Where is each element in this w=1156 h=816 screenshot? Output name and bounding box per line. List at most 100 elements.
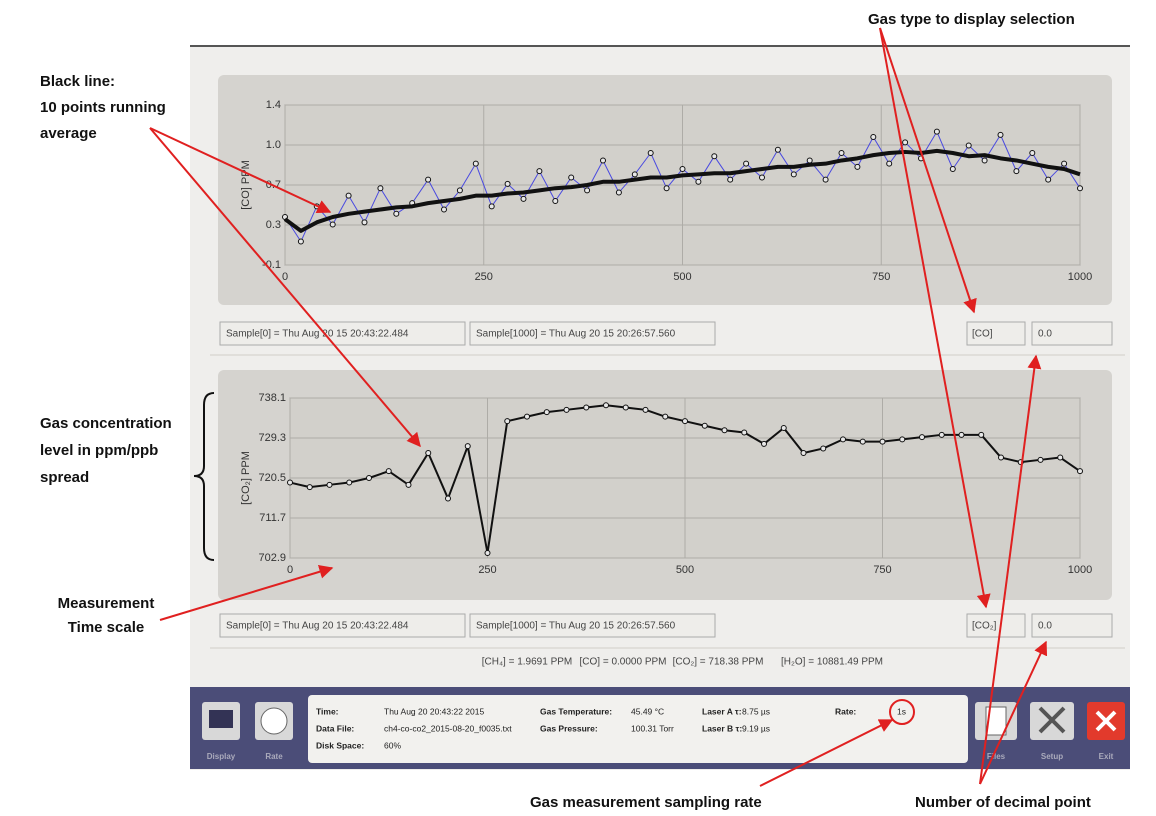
data-point (939, 432, 944, 437)
data-point (485, 551, 490, 556)
data-point (457, 188, 462, 193)
info-value: Thu Aug 20 20:43:22 2015 (384, 706, 484, 716)
data-point (821, 446, 826, 451)
annotation: Number of decimal point (915, 794, 1091, 811)
data-point (632, 172, 637, 177)
y-tick-label: 0.3 (266, 219, 281, 231)
data-point (999, 455, 1004, 460)
data-point (683, 419, 688, 424)
rate-icon (261, 708, 287, 734)
data-point (623, 405, 628, 410)
data-point (762, 441, 767, 446)
decimal-select-value[interactable]: 0.0 (1038, 621, 1052, 632)
data-point (722, 428, 727, 433)
data-point (1030, 151, 1035, 156)
data-point (601, 158, 606, 163)
sample-start: Sample[0] = Thu Aug 20 15 20:43:22.484 (226, 329, 409, 340)
x-tick-label: 250 (475, 271, 493, 283)
data-point (920, 435, 925, 440)
screenshot: 1.41.00.70.3-0.102505007501000[CO] PPM73… (0, 0, 1156, 816)
y-axis-label: [CO₂] PPM (240, 451, 252, 505)
annotation: level in ppm/ppb (40, 442, 158, 459)
data-point (521, 196, 526, 201)
data-point (564, 407, 569, 412)
status: [CO] = 0.0000 PPM (580, 657, 667, 668)
data-point (585, 188, 590, 193)
data-point (1058, 455, 1063, 460)
status: [CH₄] = 1.9691 PPM (482, 657, 573, 668)
data-point (307, 485, 312, 490)
data-point (998, 132, 1003, 137)
annotation: spread (40, 469, 89, 486)
button-label[interactable]: Setup (1041, 752, 1063, 761)
data-point (1038, 457, 1043, 462)
data-point (298, 239, 303, 244)
data-point (823, 177, 828, 182)
gas-select-value[interactable]: [CO] (972, 329, 993, 340)
data-point (696, 179, 701, 184)
y-tick-label: 702.9 (258, 552, 286, 564)
data-point (1078, 186, 1083, 191)
data-point (966, 143, 971, 148)
data-point (362, 220, 367, 225)
data-point (841, 437, 846, 442)
data-point (537, 169, 542, 174)
info-value: 100.31 Torr (631, 723, 674, 733)
sample-end: Sample[1000] = Thu Aug 20 15 20:26:57.56… (476, 621, 676, 632)
gas-select-value[interactable]: [CO₂] (972, 621, 997, 632)
data-point (426, 177, 431, 182)
y-tick-label: 1.4 (266, 99, 281, 111)
data-point (378, 186, 383, 191)
x-tick-label: 0 (287, 564, 293, 576)
button-label[interactable]: Rate (265, 752, 283, 761)
annotation: Black line: (40, 73, 115, 90)
status: [CO₂] = 718.38 PPM (673, 657, 764, 668)
data-point (871, 135, 876, 140)
annotation: Gas concentration (40, 415, 172, 432)
annotation: Gas measurement sampling rate (530, 794, 762, 811)
data-point (367, 476, 372, 481)
data-point (950, 167, 955, 172)
info-value: 8.75 µs (742, 706, 770, 716)
data-point (330, 222, 335, 227)
data-point (807, 158, 812, 163)
data-point (446, 496, 451, 501)
data-point (887, 161, 892, 166)
decimal-select-value[interactable]: 0.0 (1038, 329, 1052, 340)
annotation: Gas type to display selection (868, 11, 1075, 28)
annotation: Measurement (58, 595, 155, 612)
annotation: Time scale (68, 619, 144, 636)
info-value: 9.19 µs (742, 723, 770, 733)
data-point (584, 405, 589, 410)
info-label: Gas Pressure: (540, 723, 598, 733)
y-tick-label: 729.3 (258, 432, 286, 444)
x-tick-label: 1000 (1068, 271, 1092, 283)
data-point (702, 423, 707, 428)
x-tick-label: 500 (676, 564, 694, 576)
data-point (553, 199, 558, 204)
data-point (781, 426, 786, 431)
data-point (982, 158, 987, 163)
info-label: Time: (316, 706, 339, 716)
button-label[interactable]: Display (207, 752, 236, 761)
data-point (1078, 469, 1083, 474)
annotation: 10 points running (40, 99, 166, 116)
x-tick-label: 500 (673, 271, 691, 283)
button-label[interactable]: Files (987, 752, 1006, 761)
y-tick-label: 1.0 (266, 139, 281, 151)
info-value: 60% (384, 740, 401, 750)
info-label: Data File: (316, 723, 354, 733)
data-point (394, 211, 399, 216)
data-point (386, 469, 391, 474)
data-point (1046, 177, 1051, 182)
data-point (855, 164, 860, 169)
data-point (979, 432, 984, 437)
x-tick-label: 750 (873, 564, 891, 576)
data-point (643, 407, 648, 412)
data-point (959, 432, 964, 437)
info-value: ch4-co-co2_2015-08-20_f0035.txt (384, 723, 512, 733)
data-point (327, 482, 332, 487)
data-point (347, 480, 352, 485)
sample-start: Sample[0] = Thu Aug 20 15 20:43:22.484 (226, 621, 409, 632)
button-label[interactable]: Exit (1099, 752, 1114, 761)
